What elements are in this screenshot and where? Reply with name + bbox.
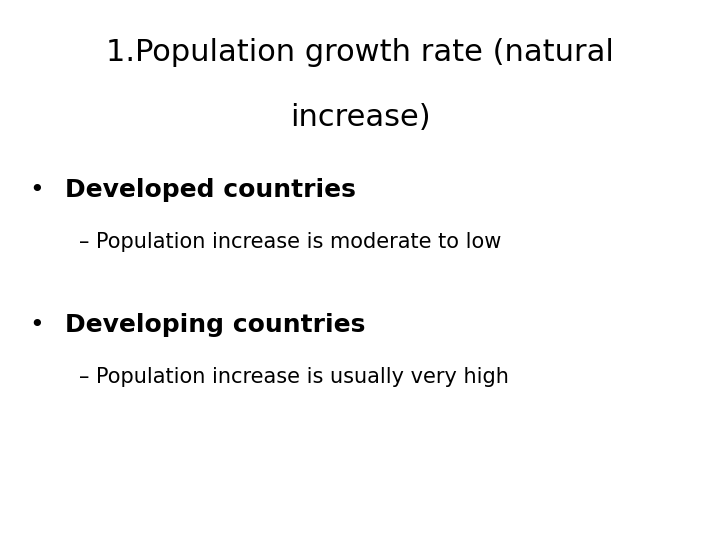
Text: 1.Population growth rate (natural: 1.Population growth rate (natural: [106, 38, 614, 67]
Text: •: •: [29, 313, 43, 337]
Text: – Population increase is usually very high: – Population increase is usually very hi…: [79, 367, 509, 387]
Text: Developing countries: Developing countries: [65, 313, 365, 337]
Text: Developed countries: Developed countries: [65, 178, 356, 202]
Text: increase): increase): [289, 103, 431, 132]
Text: – Population increase is moderate to low: – Population increase is moderate to low: [79, 232, 502, 252]
Text: •: •: [29, 178, 43, 202]
